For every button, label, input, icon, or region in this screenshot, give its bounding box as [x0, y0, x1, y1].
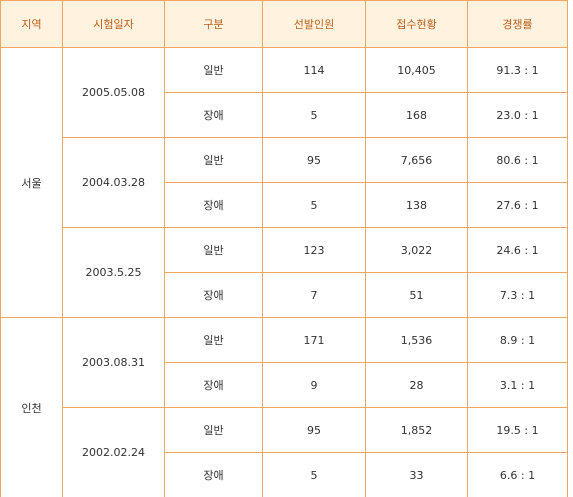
- ratio-cell: 27.6 : 1: [467, 182, 568, 228]
- type-cell: 장애: [164, 182, 263, 228]
- applicants-cell: 33: [365, 452, 468, 497]
- table-row: 장애 7 51 7.3 : 1: [1, 272, 568, 318]
- date-cell: 2002.02.24: [62, 407, 165, 497]
- type-cell: 일반: [164, 47, 263, 93]
- applicants-cell: 1,852: [365, 407, 468, 453]
- type-cell: 장애: [164, 272, 263, 318]
- type-cell: 장애: [164, 452, 263, 497]
- table-row: 장애 5 33 6.6 : 1: [1, 452, 568, 497]
- table-row: 2004.03.28 일반 95 7,656 80.6 : 1: [1, 137, 568, 228]
- table-row: 인천 2003.08.31 일반 171 1,536 8.9 : 1: [0, 317, 568, 497]
- date-cell: 2004.03.28: [62, 137, 165, 228]
- selected-cell: 123: [262, 227, 366, 273]
- selected-cell: 5: [262, 92, 366, 138]
- applicants-cell: 138: [365, 182, 468, 228]
- ratio-cell: 3.1 : 1: [467, 362, 568, 408]
- applicants-cell: 51: [365, 272, 468, 318]
- type-cell: 장애: [164, 362, 263, 408]
- table-row: 2003.5.25 일반 123 3,022 24.6 : 1: [1, 227, 568, 318]
- table-row: 2002.02.24 일반 95 1,852 19.5 : 1: [1, 407, 568, 497]
- header-row: 지역 시험일자 구분 선발인원 접수현황 경쟁률: [0, 0, 568, 48]
- ratio-cell: 24.6 : 1: [467, 227, 568, 273]
- table-row: 장애 5 168 23.0 : 1: [1, 92, 568, 138]
- region-cell: 서울: [0, 47, 63, 318]
- applicants-cell: 168: [365, 92, 468, 138]
- applicants-cell: 1,536: [365, 317, 468, 363]
- selected-cell: 95: [262, 137, 366, 183]
- type-cell: 일반: [164, 317, 263, 363]
- type-cell: 일반: [164, 137, 263, 183]
- ratio-cell: 8.9 : 1: [467, 317, 568, 363]
- header-cell: 접수현황: [365, 0, 468, 48]
- ratio-cell: 19.5 : 1: [467, 407, 568, 453]
- table-row: 장애 5 138 27.6 : 1: [1, 182, 568, 228]
- selected-cell: 9: [262, 362, 366, 408]
- type-cell: 장애: [164, 92, 263, 138]
- type-cell: 일반: [164, 407, 263, 453]
- header-cell: 선발인원: [262, 0, 366, 48]
- date-cell: 2005.05.08: [62, 47, 165, 138]
- table-body: 서울 2005.05.08 일반 114 10,405 91.3 : 1 장애 5 168 23.…: [0, 47, 568, 497]
- date-cell: 2003.5.25: [62, 227, 165, 318]
- applicants-cell: 3,022: [365, 227, 468, 273]
- applicants-cell: 10,405: [365, 47, 468, 93]
- ratio-cell: 6.6 : 1: [467, 452, 568, 497]
- table-row: 장애 9 28 3.1 : 1: [1, 362, 568, 408]
- ratio-cell: 23.0 : 1: [467, 92, 568, 138]
- header-cell: 지역: [0, 0, 63, 48]
- ratio-cell: 80.6 : 1: [467, 137, 568, 183]
- region-cell: 인천: [0, 317, 63, 497]
- type-cell: 일반: [164, 227, 263, 273]
- selected-cell: 114: [262, 47, 366, 93]
- table-row: 서울 2005.05.08 일반 114 10,405 91.3 : 1: [0, 47, 568, 318]
- applicants-cell: 7,656: [365, 137, 468, 183]
- ratio-cell: 91.3 : 1: [467, 47, 568, 93]
- applicants-cell: 28: [365, 362, 468, 408]
- selected-cell: 5: [262, 182, 366, 228]
- selected-cell: 7: [262, 272, 366, 318]
- header-cell: 시험일자: [62, 0, 165, 48]
- header-cell: 구분: [164, 0, 263, 48]
- selected-cell: 171: [262, 317, 366, 363]
- selected-cell: 95: [262, 407, 366, 453]
- ratio-cell: 7.3 : 1: [467, 272, 568, 318]
- date-cell: 2003.08.31: [62, 317, 165, 408]
- selected-cell: 5: [262, 452, 366, 497]
- header-cell: 경쟁률: [467, 0, 568, 48]
